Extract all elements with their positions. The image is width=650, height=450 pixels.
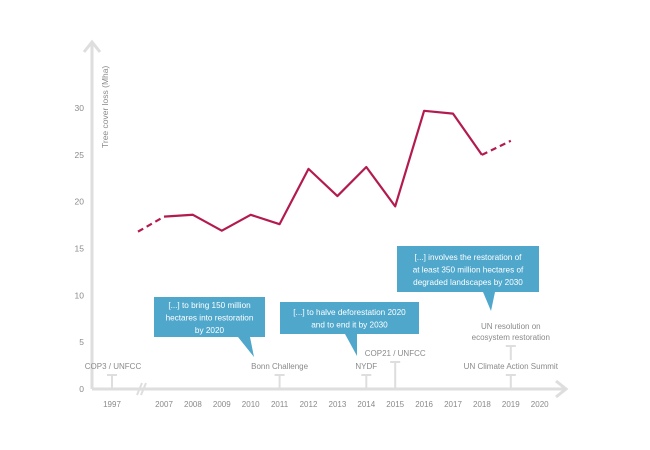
x-tick-label: 2017 (444, 400, 462, 409)
callout-text: degraded landscapes by 2030 (413, 278, 523, 287)
x-tick-label: 2016 (415, 400, 433, 409)
y-tick-label: 20 (75, 197, 85, 207)
callout-background (154, 297, 265, 337)
x-tick-label: 2007 (155, 400, 173, 409)
event-label: UN resolution on (481, 322, 541, 331)
event-label: NYDF (355, 362, 377, 371)
event-label: COP3 / UNFCC (85, 362, 142, 371)
y-tick-label: 25 (75, 150, 85, 160)
x-tick-label: 2013 (329, 400, 347, 409)
x-tick-label: 2011 (271, 400, 289, 409)
callout-box: [...] to halve deforestation 2020 and to … (280, 302, 419, 356)
event-label: COP21 / UNFCC (365, 349, 426, 358)
event-label: UN Climate Action Summit (464, 362, 559, 371)
callout-background (280, 302, 419, 334)
event-label: ecosystem restoration (472, 333, 550, 342)
y-tick-label: 5 (79, 337, 84, 347)
y-tick-label: 15 (75, 244, 85, 254)
callout-text: [...] to bring 150 million (168, 301, 251, 310)
y-tick-label: 0 (79, 384, 84, 394)
x-tick-label: 2009 (213, 400, 231, 409)
x-tick-label: 2020 (531, 400, 549, 409)
y-tick-label: 10 (75, 290, 85, 300)
callout-pointer (483, 292, 495, 311)
callout-box: [...] to bring 150 million hectares into … (154, 297, 265, 357)
callout-pointer (238, 337, 254, 357)
callout-text: by 2020 (195, 326, 225, 335)
axis-break-mark (140, 382, 147, 396)
y-tick-label: 30 (75, 103, 85, 113)
callout-pointer (345, 334, 357, 356)
callout-background (397, 246, 539, 292)
x-tick-label: 1997 (103, 400, 121, 409)
x-axis-arrow (555, 379, 569, 399)
callout-box: [...] involves the restoration of at leas… (397, 246, 539, 311)
x-tick-label: 2019 (502, 400, 520, 409)
callout-text: hectares into restoration (166, 313, 254, 322)
x-tick-label: 2015 (386, 400, 404, 409)
event-label: Bonn Challenge (251, 362, 308, 371)
axis-break-mark (136, 382, 143, 396)
estimate-line-dashed (481, 139, 512, 156)
x-tick-label: 2012 (300, 400, 318, 409)
y-axis-title: Tree cover loss (Mha) (100, 65, 110, 148)
estimate-line-dashed (137, 215, 165, 233)
y-axis-arrow (82, 39, 102, 53)
x-tick-label: 2018 (473, 400, 491, 409)
callout-text: at least 350 million hectares of (413, 265, 524, 274)
callout-text: [...] involves the restoration of (415, 253, 523, 262)
x-tick-label: 2014 (357, 400, 375, 409)
callout-text: [...] to halve deforestation 2020 (293, 308, 406, 317)
x-tick-label: 2008 (184, 400, 202, 409)
callout-text: and to end it by 2030 (311, 321, 388, 330)
tree-cover-loss-line (163, 109, 483, 232)
x-tick-label: 2010 (242, 400, 260, 409)
